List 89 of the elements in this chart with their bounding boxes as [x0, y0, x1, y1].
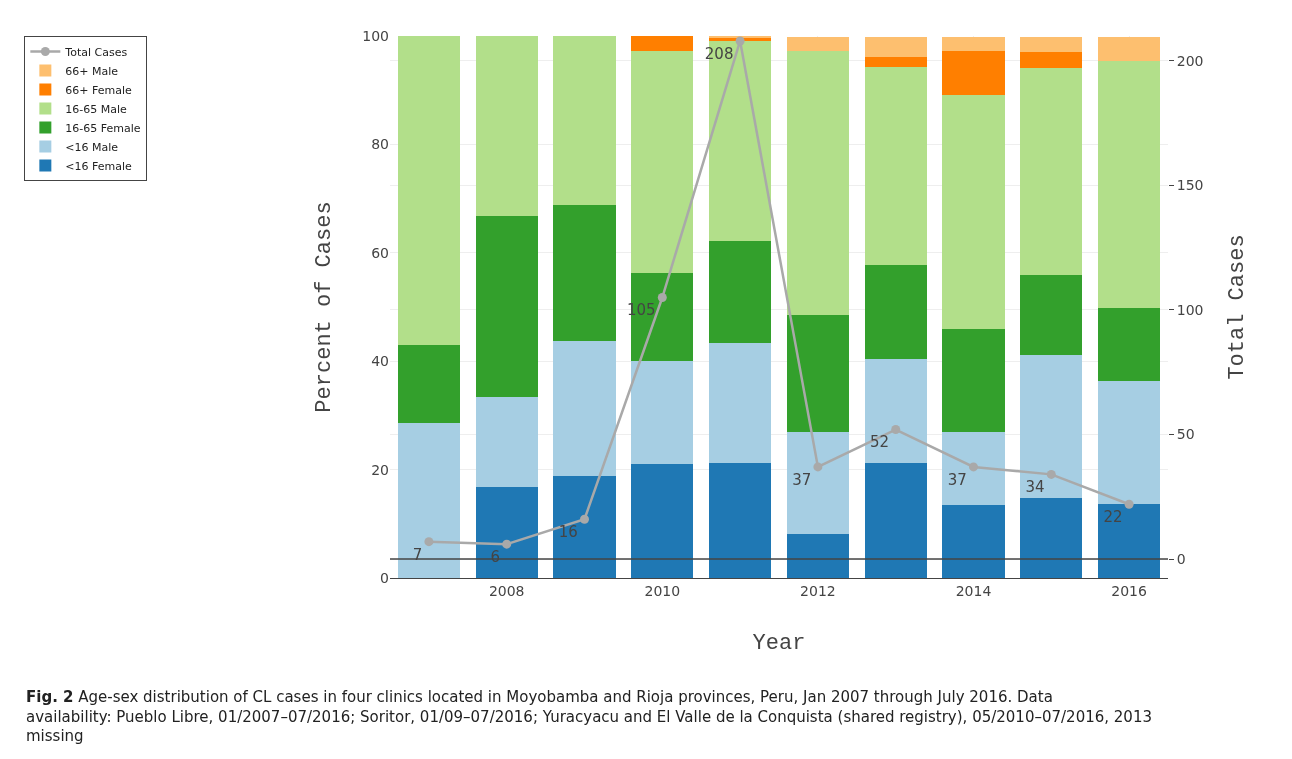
y-tick-label: 40	[371, 353, 389, 370]
point	[969, 462, 978, 472]
bar	[475, 216, 538, 397]
bar	[475, 36, 538, 217]
bar	[397, 345, 461, 423]
bar	[1097, 307, 1161, 382]
legend-label: 66+ Female	[65, 83, 133, 97]
y-tick-label: 0	[380, 569, 389, 586]
legend-label: 66+ Male	[65, 64, 119, 78]
legend-label: Total Cases	[64, 45, 128, 59]
bar	[1020, 52, 1083, 68]
y2-tick-label: 0	[1176, 550, 1186, 567]
bar	[1020, 354, 1083, 499]
bar	[708, 463, 772, 578]
x-tick-label: 2008	[488, 582, 525, 599]
bar	[553, 340, 616, 477]
bar	[708, 241, 772, 344]
bar	[942, 95, 1005, 330]
bar	[1097, 504, 1161, 578]
data-label: 37	[947, 470, 967, 489]
legend-label: 16-65 Male	[65, 102, 128, 116]
legend-label: <16 Male	[65, 140, 119, 154]
data-label: 16	[558, 523, 578, 542]
bar	[631, 361, 694, 465]
bar	[553, 36, 616, 206]
y-tick-label: 20	[371, 461, 389, 478]
bar	[1097, 381, 1161, 505]
point	[813, 462, 823, 472]
legend-label: 16-65 Female	[65, 121, 141, 135]
bar	[864, 463, 927, 578]
caption: Fig. 2	[26, 688, 74, 706]
point	[1046, 469, 1056, 479]
data-label: 22	[1103, 508, 1123, 527]
bar	[475, 487, 538, 578]
bar	[475, 396, 538, 488]
bar	[786, 534, 850, 578]
bar	[631, 36, 694, 52]
bar	[631, 464, 694, 578]
bar	[942, 51, 1005, 96]
bar	[1020, 498, 1083, 578]
point	[580, 514, 589, 524]
bar	[942, 504, 1005, 578]
x-tick-label: 2016	[1111, 582, 1147, 599]
data-label: 37	[792, 470, 812, 489]
bar	[864, 67, 927, 266]
y-tick-label: 80	[371, 136, 389, 153]
x-tick-label: 2014	[955, 582, 992, 599]
bar	[864, 36, 927, 58]
y2-tick-label: 200	[1176, 52, 1204, 69]
point	[424, 537, 434, 547]
bar	[942, 329, 1005, 432]
bar	[708, 343, 772, 464]
data-label: 52	[869, 433, 890, 452]
bar	[786, 431, 850, 535]
bar	[397, 36, 461, 346]
bar	[786, 36, 850, 52]
y2-axis-title: Total Cases	[1225, 234, 1251, 380]
data-label: 34	[1025, 478, 1045, 497]
bar	[942, 431, 1005, 505]
bar	[631, 51, 694, 274]
bar	[553, 205, 616, 341]
y-tick-label: 60	[371, 244, 389, 261]
x-axis-title: Year	[752, 630, 806, 656]
bar	[786, 51, 850, 315]
point	[502, 539, 512, 549]
bar	[864, 265, 927, 360]
y2-tick-label: 50	[1176, 426, 1195, 443]
bar	[1020, 36, 1083, 53]
bar	[1020, 67, 1083, 276]
point	[735, 36, 745, 46]
y-axis-title: Percent of Cases	[312, 201, 338, 413]
x-tick-label: 2012	[800, 582, 836, 599]
bar	[864, 57, 927, 68]
point	[1124, 499, 1134, 509]
bar	[942, 36, 1005, 52]
y-tick-label: 100	[362, 27, 389, 44]
bar	[786, 314, 850, 432]
x-tick-label: 2010	[644, 582, 681, 599]
y2-tick-label: 150	[1176, 177, 1204, 194]
bar	[864, 359, 927, 464]
bar	[1020, 275, 1083, 355]
bar	[397, 422, 461, 578]
bar	[553, 476, 616, 578]
y2-tick-label: 100	[1176, 301, 1204, 318]
bar	[1097, 60, 1161, 308]
bar	[1097, 36, 1161, 61]
legend-label: <16 Female	[65, 159, 133, 173]
point	[657, 293, 667, 303]
point	[891, 425, 901, 435]
